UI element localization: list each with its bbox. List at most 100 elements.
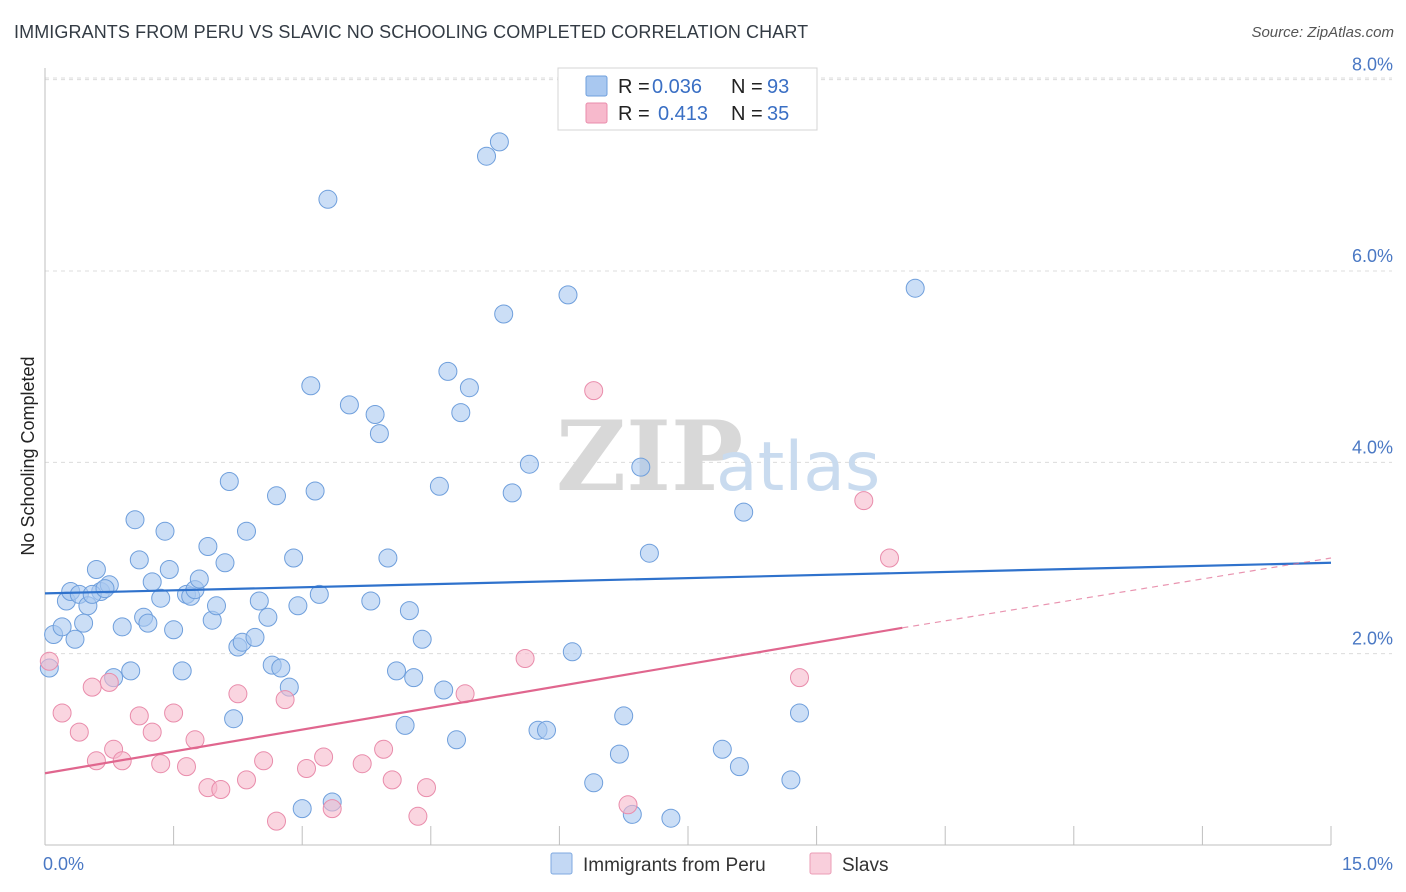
point-peru xyxy=(429,476,449,496)
point-peru xyxy=(292,799,312,819)
point-peru xyxy=(459,378,479,398)
point-slavs xyxy=(254,751,274,771)
point-slavs xyxy=(618,795,638,815)
legend-n-value-peru: 93 xyxy=(767,76,789,98)
point-slavs xyxy=(515,649,535,668)
x-tick-label: 0.0% xyxy=(43,854,84,874)
point-slavs xyxy=(275,690,295,710)
point-peru xyxy=(519,454,539,474)
point-peru xyxy=(609,744,629,764)
point-peru xyxy=(189,569,209,589)
point-slavs xyxy=(142,722,162,742)
watermark-zip: ZIP xyxy=(556,400,743,513)
y-axis-label: No Schooling Completed xyxy=(18,356,38,555)
point-peru xyxy=(729,757,749,777)
point-peru xyxy=(172,661,192,681)
point-peru xyxy=(639,543,659,563)
point-peru xyxy=(378,548,398,568)
bottom-legend-label-slavs: Slavs xyxy=(842,855,888,876)
point-slavs xyxy=(99,672,119,692)
chart-title: IMMIGRANTS FROM PERU VS SLAVIC NO SCHOOL… xyxy=(14,22,809,42)
point-peru xyxy=(151,588,171,608)
point-peru xyxy=(237,521,256,541)
legend-r-label-slavs: R = xyxy=(618,103,650,125)
point-peru xyxy=(288,596,308,616)
point-peru xyxy=(905,278,925,298)
point-peru xyxy=(215,553,235,573)
point-peru xyxy=(451,403,471,423)
legend-n-label-slavs: N = xyxy=(731,103,763,125)
point-slavs xyxy=(151,754,171,774)
y-tick-label: 4.0% xyxy=(1352,437,1393,457)
point-peru xyxy=(305,481,325,501)
point-peru xyxy=(52,617,72,637)
source-credit: Source: ZipAtlas.com xyxy=(1251,24,1394,41)
legend-n-label-peru: N = xyxy=(731,76,763,98)
point-peru xyxy=(224,709,244,729)
point-peru xyxy=(489,132,509,152)
point-peru xyxy=(614,706,634,726)
axis-layer: 2.0% 4.0% 6.0% 8.0% 0.0% 15.0% xyxy=(43,55,1393,874)
point-slavs xyxy=(129,706,149,726)
grid-layer xyxy=(45,77,1392,655)
point-slavs xyxy=(267,811,286,831)
points-layer xyxy=(39,132,925,831)
point-slavs xyxy=(880,548,899,568)
point-peru xyxy=(267,486,286,506)
point-peru xyxy=(661,808,681,828)
point-peru xyxy=(86,560,106,579)
legend-box: R = 0.036 N = 93 R = 0.413 N = 35 xyxy=(557,67,818,131)
point-peru xyxy=(271,658,291,678)
bottom-legend: Immigrants from Peru Slavs xyxy=(550,852,888,876)
point-slavs xyxy=(228,684,248,704)
point-peru xyxy=(301,376,321,396)
point-peru xyxy=(477,146,496,166)
point-peru xyxy=(207,596,226,616)
point-slavs xyxy=(417,778,436,798)
point-slavs xyxy=(297,759,316,778)
point-slavs xyxy=(237,770,256,790)
point-peru xyxy=(562,642,582,662)
point-peru xyxy=(138,613,158,633)
trend-line-slavs xyxy=(44,626,903,775)
point-peru xyxy=(494,304,514,324)
point-peru xyxy=(129,550,149,570)
point-slavs xyxy=(86,751,106,771)
point-peru xyxy=(781,770,801,790)
point-peru xyxy=(142,572,162,592)
point-slavs xyxy=(314,747,334,767)
point-peru xyxy=(318,189,338,209)
point-peru xyxy=(284,548,304,568)
point-peru xyxy=(164,620,184,640)
trend-layer xyxy=(44,557,1332,775)
point-peru xyxy=(387,661,406,681)
y-tick-label: 2.0% xyxy=(1352,629,1393,649)
point-peru xyxy=(434,680,454,700)
point-peru xyxy=(95,579,115,599)
point-slavs xyxy=(39,651,59,671)
point-peru xyxy=(734,502,754,522)
legend-r-value-peru: 0.036 xyxy=(652,76,702,98)
point-peru xyxy=(249,591,269,611)
point-peru xyxy=(219,472,239,491)
point-peru xyxy=(245,627,265,647)
legend-swatch-slavs xyxy=(585,102,608,124)
legend-n-value-slavs: 35 xyxy=(767,103,789,125)
point-slavs xyxy=(408,806,428,826)
point-slavs xyxy=(211,780,231,799)
point-peru xyxy=(712,739,732,759)
point-slavs xyxy=(164,703,184,723)
point-peru xyxy=(369,424,389,444)
point-peru xyxy=(121,661,141,681)
point-peru xyxy=(339,395,359,415)
point-slavs xyxy=(52,703,72,723)
point-peru xyxy=(125,510,145,530)
point-peru xyxy=(74,613,94,633)
point-slavs xyxy=(382,770,402,790)
point-peru xyxy=(438,361,458,381)
point-peru xyxy=(399,601,419,621)
point-slavs xyxy=(352,754,372,774)
trend-line-peru xyxy=(44,561,1332,595)
point-peru xyxy=(361,591,381,611)
point-peru xyxy=(631,457,651,477)
